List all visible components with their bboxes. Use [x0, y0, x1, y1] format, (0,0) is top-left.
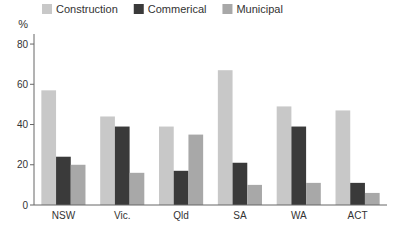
- x-tick-label: SA: [233, 210, 247, 221]
- bar: [188, 135, 203, 205]
- bar: [130, 173, 145, 205]
- y-tick-label: 0: [22, 200, 28, 211]
- bar: [115, 127, 130, 205]
- bar: [174, 171, 189, 205]
- x-tick-label: Qld: [173, 210, 189, 221]
- bar: [71, 165, 86, 205]
- y-tick-label: 60: [17, 79, 29, 90]
- x-axis-line: [34, 205, 387, 206]
- x-tick-label: Vic.: [114, 210, 131, 221]
- bar: [41, 90, 56, 205]
- bar: [365, 193, 380, 205]
- bar: [100, 116, 115, 205]
- bar: [233, 163, 248, 205]
- bar: [218, 70, 233, 205]
- x-tick-label: WA: [291, 210, 307, 221]
- legend: Construction Commerical Municipal: [42, 3, 283, 15]
- y-tick: [30, 124, 34, 125]
- bar: [247, 185, 262, 205]
- legend-label: Construction: [56, 3, 118, 15]
- y-tick-label: 40: [17, 119, 29, 130]
- legend-swatch: [134, 4, 144, 14]
- x-tick-label: ACT: [348, 210, 368, 221]
- y-tick: [30, 84, 34, 85]
- chart: 020406080%NSWVic.QldSAWAACTConstructionC…: [0, 0, 397, 227]
- y-tick-label: 80: [17, 39, 29, 50]
- bars: [41, 70, 379, 205]
- bar: [336, 110, 351, 205]
- bar: [291, 127, 306, 205]
- legend-swatch: [42, 4, 52, 14]
- y-tick-label: 20: [17, 159, 29, 170]
- legend-label: Municipal: [236, 3, 282, 15]
- y-axis-label: %: [18, 18, 28, 30]
- y-axis-line: [34, 34, 35, 205]
- x-tick-label: NSW: [52, 210, 76, 221]
- bar: [306, 183, 321, 205]
- legend-swatch: [222, 4, 232, 14]
- bar: [350, 183, 365, 205]
- y-tick: [30, 164, 34, 165]
- bar: [277, 106, 292, 205]
- legend-label: Commerical: [148, 3, 207, 15]
- y-tick: [30, 44, 34, 45]
- y-tick: [30, 205, 34, 206]
- bar: [56, 157, 71, 205]
- bar: [159, 127, 174, 205]
